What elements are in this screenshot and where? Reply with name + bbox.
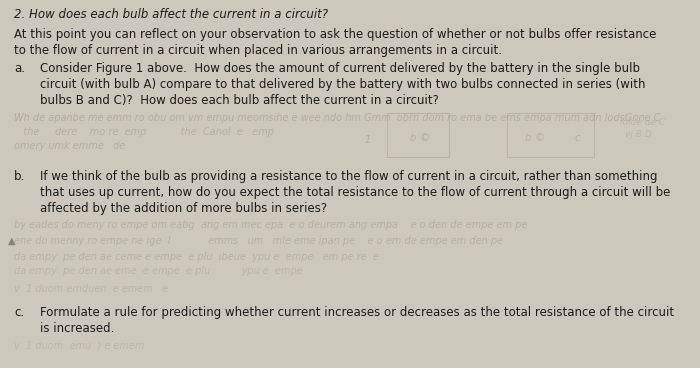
Text: c.: c.: [14, 306, 24, 319]
Text: 1: 1: [365, 135, 371, 145]
Text: b.: b.: [14, 170, 25, 183]
Text: is increased.: is increased.: [40, 322, 114, 335]
Text: If we think of the bulb as providing a resistance to the flow of current in a ci: If we think of the bulb as providing a r…: [40, 170, 657, 183]
Text: a.: a.: [14, 62, 25, 75]
Text: the     dere    mo re  emp           the  Canol  e   emp: the dere mo re emp the Canol e emp: [14, 127, 274, 137]
Text: 2. How does each bulb affect the current in a circuit?: 2. How does each bulb affect the current…: [14, 8, 328, 21]
Text: lolde de C: lolde de C: [620, 118, 665, 127]
Text: b ©: b ©: [410, 133, 430, 143]
Text: that uses up current, how do you expect the total resistance to the flow of curr: that uses up current, how do you expect …: [40, 186, 671, 199]
Text: v  1 duom  emu  ) e emem: v 1 duom emu ) e emem: [14, 340, 144, 350]
Text: by eades do meny ro empe om eabg  ang em mec epa  e o deurem ang empa    e o den: by eades do meny ro empe om eabg ang em …: [14, 220, 527, 230]
Text: ▲: ▲: [8, 236, 15, 246]
Text: bulbs B and C)?  How does each bulb affect the current in a circuit?: bulbs B and C)? How does each bulb affec…: [40, 94, 439, 107]
Text: Formulate a rule for predicting whether current increases or decreases as the to: Formulate a rule for predicting whether …: [40, 306, 674, 319]
Text: Wh de apanbe me emm ro obu om vm empu meomsihe e wee ndo hm Gmm  obrn dom ro ema: Wh de apanbe me emm ro obu om vm empu me…: [14, 113, 660, 123]
Text: ene do menny ro empe ne ige  I            emms   um   mle eme ipan pe    e o em : ene do menny ro empe ne ige I emms um ml…: [14, 236, 503, 246]
Text: v  1 duom emduen  e emem   e: v 1 duom emduen e emem e: [14, 284, 168, 294]
Text: omery umk emme   de: omery umk emme de: [14, 141, 125, 151]
Text: c: c: [575, 133, 581, 143]
Text: da empy  pe den ae ceme e empe  e plu  ibeue  ypu e  empe   em pe re  e: da empy pe den ae ceme e empe e plu ibeu…: [14, 252, 379, 262]
Text: vj B D: vj B D: [625, 130, 652, 139]
Text: b ©: b ©: [525, 133, 545, 143]
Text: At this point you can reflect on your observation to ask the question of whether: At this point you can reflect on your ob…: [14, 28, 657, 41]
Text: circuit (with bulb A) compare to that delivered by the battery with two bulbs co: circuit (with bulb A) compare to that de…: [40, 78, 645, 91]
Text: affected by the addition of more bulbs in series?: affected by the addition of more bulbs i…: [40, 202, 327, 215]
Text: to the flow of current in a circuit when placed in various arrangements in a cir: to the flow of current in a circuit when…: [14, 44, 502, 57]
Text: Consider Figure 1 above.  How does the amount of current delivered by the batter: Consider Figure 1 above. How does the am…: [40, 62, 640, 75]
Text: da empy  pe den ae eme  e empe  e plu          ypu e  empe: da empy pe den ae eme e empe e plu ypu e…: [14, 266, 302, 276]
